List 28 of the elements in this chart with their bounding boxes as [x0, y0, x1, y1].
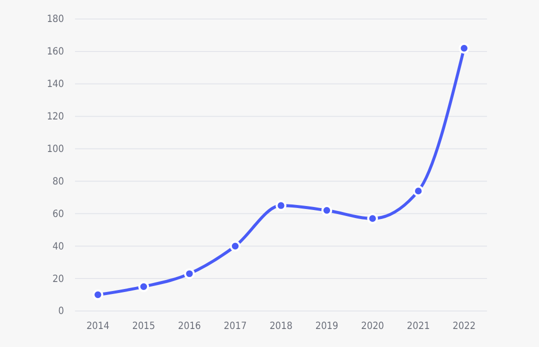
y-tick-label: 80 — [52, 176, 64, 188]
y-tick-label: 160 — [46, 46, 64, 58]
y-tick-label: 40 — [52, 241, 64, 252]
point — [276, 200, 286, 211]
point — [230, 240, 241, 252]
point — [458, 42, 470, 54]
y-tick-label: 180 — [46, 14, 64, 26]
point — [321, 205, 332, 216]
y-tick-label: 20 — [52, 274, 64, 285]
x-tick-label: 2021 — [406, 321, 430, 332]
y-tick-label: 0 — [58, 306, 64, 318]
y-tick-label: 120 — [46, 112, 64, 123]
x-tick-label: 2022 — [452, 321, 476, 332]
point — [367, 213, 378, 224]
x-tick-label: 2017 — [224, 321, 247, 332]
y-tick-label: 100 — [46, 144, 64, 155]
point — [138, 281, 150, 292]
x-tick-label: 2015 — [132, 321, 156, 332]
x-tick-label: 2018 — [270, 321, 293, 332]
point — [92, 289, 104, 300]
x-tick-label: 2014 — [86, 321, 110, 332]
y-tick-label: 140 — [46, 79, 64, 90]
x-tick-label: 2020 — [361, 321, 384, 332]
x-tick-label: 2016 — [178, 321, 202, 332]
point — [412, 186, 424, 196]
x-tick-label: 2019 — [315, 321, 338, 332]
y-tick-label: 60 — [52, 208, 64, 220]
point — [184, 268, 195, 280]
